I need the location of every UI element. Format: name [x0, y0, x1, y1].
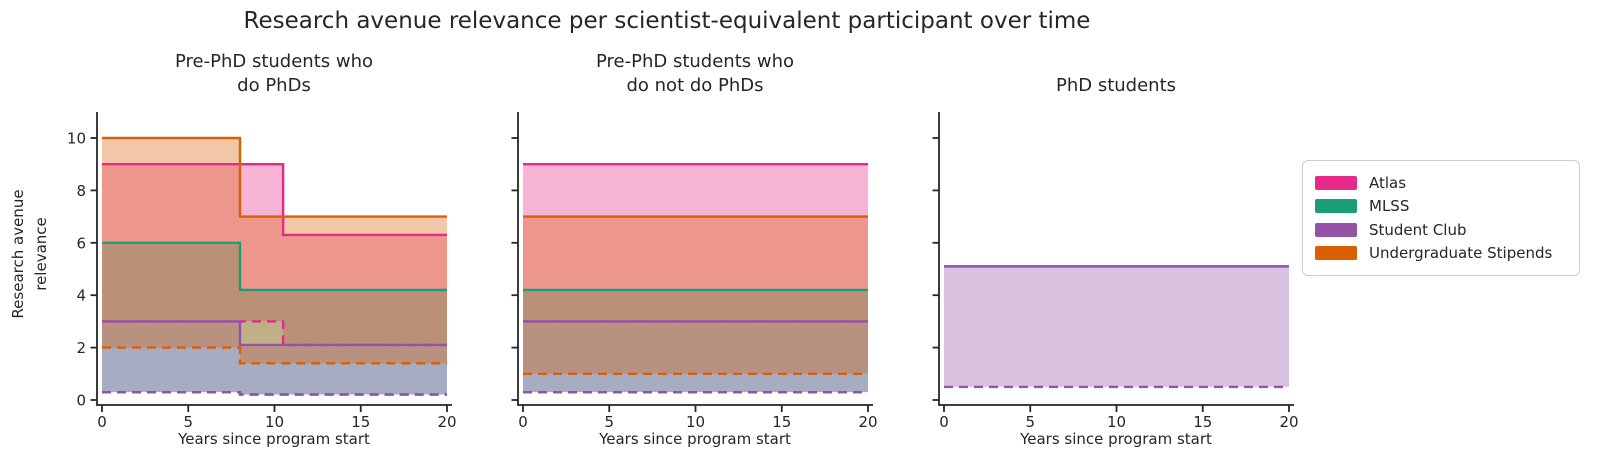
plot-area: 0 2 4 6 8 10 0 5 10 15 20: [67, 112, 457, 431]
legend-label: Student Club: [1369, 220, 1467, 239]
series-lines: [944, 265, 1289, 389]
y-tick-label: 2: [76, 339, 86, 357]
legend-item: Atlas: [1315, 171, 1567, 195]
series-upper-line: [102, 163, 447, 237]
x-tick-label: 5: [604, 413, 614, 431]
x-tick-label: 20: [858, 413, 877, 431]
y-tick-label: 6: [76, 234, 86, 252]
x-tick-label: 10: [1107, 413, 1126, 431]
x-tick-label: 10: [265, 413, 284, 431]
subplot-phd: 0 5 10 15 20: [889, 105, 1309, 450]
legend-swatch-icon: [1315, 222, 1357, 237]
x-tick-label: 15: [351, 413, 370, 431]
series-band: [523, 216, 868, 374]
legend-item: Undergraduate Stipends: [1315, 242, 1567, 266]
x-tick-label: 0: [939, 413, 949, 431]
legend-swatch-icon: [1315, 175, 1357, 190]
legend-item: MLSS: [1315, 195, 1567, 219]
x-tick-label: 5: [1025, 413, 1035, 431]
series-upper-line: [102, 136, 447, 218]
legend: Atlas MLSS Student Club Undergraduate Stipe…: [1302, 160, 1580, 276]
subplot-title-prephd-nophd: Pre-PhD students who do not do PhDs: [595, 51, 794, 96]
y-tick-label: 8: [76, 182, 86, 200]
y-tick-label: 0: [76, 392, 86, 410]
legend-item: Student Club: [1315, 218, 1567, 242]
series-band: [102, 138, 447, 364]
x-tick-label: 20: [437, 413, 456, 431]
series-band: [102, 321, 447, 395]
subplot-prephd-dophd: 0 2 4 6 8 10 0 5 10 15 20: [47, 105, 467, 450]
x-tick-label: 0: [518, 413, 528, 431]
y-tick-label: 4: [76, 287, 86, 305]
series-upper-line: [102, 320, 447, 347]
x-tick-label: 0: [97, 413, 107, 431]
x-tick-label: 15: [1193, 413, 1212, 431]
series-fills: [102, 138, 447, 395]
axes: 0 2 4 6 8 10 0 5 10 15 20: [67, 112, 457, 431]
series-band: [102, 242, 447, 395]
x-tick-label: 15: [772, 413, 791, 431]
series-lower-line: [102, 346, 447, 365]
series-lines: [523, 163, 868, 394]
series-band: [523, 289, 868, 393]
x-tick-label: 5: [183, 413, 193, 431]
series-band: [102, 164, 447, 345]
series-band: [944, 266, 1289, 387]
legend-label: Atlas: [1369, 173, 1407, 192]
legend-label: MLSS: [1369, 197, 1410, 216]
subplot-prephd-nophd: 0 5 10 15 20: [468, 105, 888, 450]
legend-swatch-icon: [1315, 246, 1357, 261]
x-tick-label: 20: [1279, 413, 1298, 431]
series-lower-line: [102, 390, 447, 396]
subplot-title-phd: PhD students: [1055, 75, 1177, 96]
plot-area: 0 5 10 15 20: [932, 112, 1299, 431]
axes: 0 5 10 15 20: [932, 112, 1299, 431]
x-axis-label: Years since program start: [178, 430, 370, 448]
series-upper-line: [102, 241, 447, 292]
x-axis-label: Years since program start: [599, 430, 791, 448]
series-lines: [102, 136, 447, 396]
x-tick-label: 10: [686, 413, 705, 431]
legend-swatch-icon: [1315, 199, 1357, 214]
legend-label: Undergraduate Stipends: [1369, 244, 1553, 263]
subplot-title-prephd-dophd: Pre-PhD students who do PhDs: [174, 51, 373, 96]
plot-area: 0 5 10 15 20: [511, 112, 878, 431]
series-fills: [944, 266, 1289, 387]
series-fills: [523, 164, 868, 393]
x-axis-label: Years since program start: [1020, 430, 1212, 448]
axes: 0 5 10 15 20: [511, 112, 878, 431]
figure-title: Research avenue relevance per scientist-…: [243, 8, 1091, 34]
series-band: [523, 164, 868, 322]
y-tick-label: 10: [67, 130, 86, 148]
